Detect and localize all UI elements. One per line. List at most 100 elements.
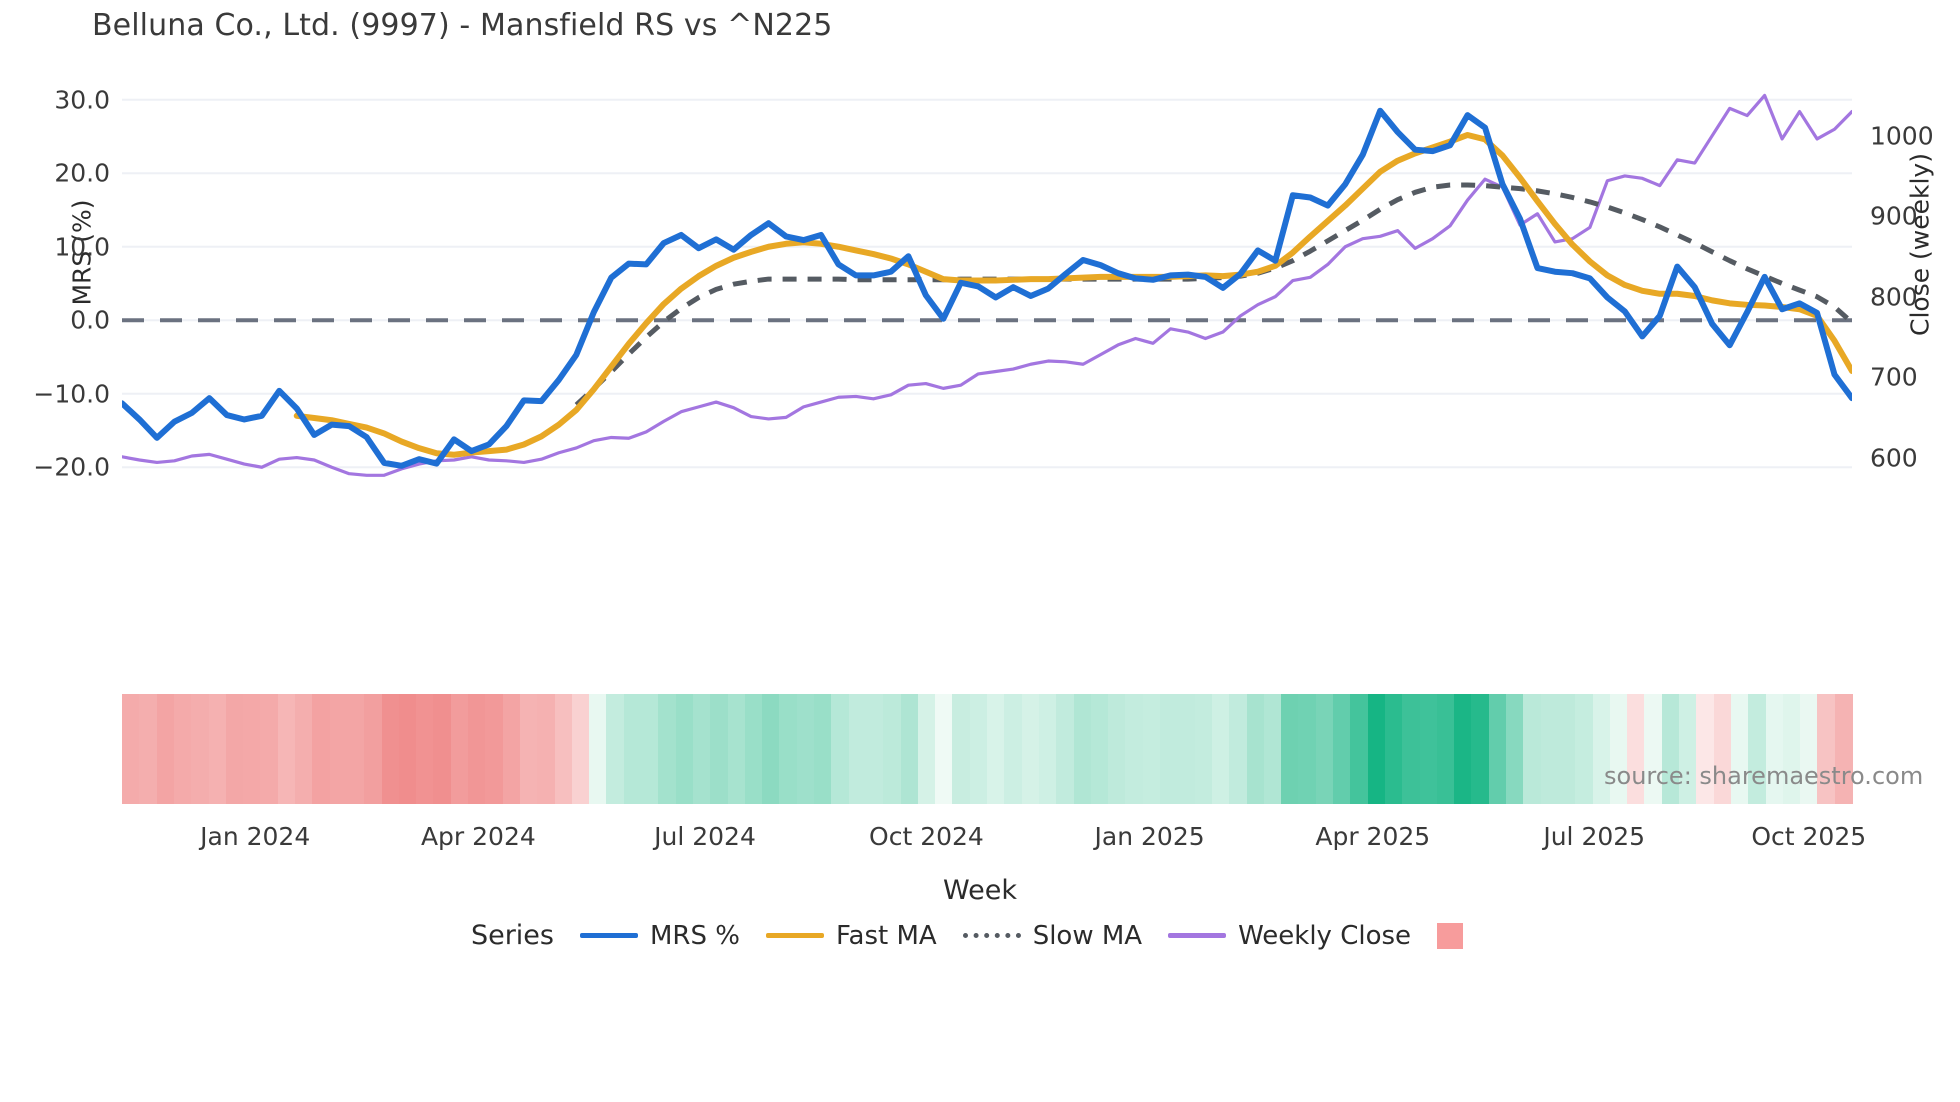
heatmap-cell [727,694,746,804]
y-tick-right: 700 [1870,362,1918,392]
legend-item[interactable]: MRS % [579,920,740,951]
heatmap-cell [1402,694,1421,804]
heatmap-cell [173,694,192,804]
series-line-weekly-close [122,93,1852,477]
heatmap-cell [329,694,348,804]
legend-item[interactable]: Slow MA [962,920,1143,951]
x-tick: Apr 2024 [420,822,536,851]
source-attribution: source: sharemaestro.com [1604,762,1924,790]
legend-color-box-icon [1437,922,1464,949]
heatmap-cell [398,694,417,804]
heatmap-cell [641,694,659,804]
heatmap-cell [1765,694,1784,804]
heatmap-cell [1696,694,1715,804]
legend-label: Weekly Close [1238,920,1412,951]
legend-line-icon [1168,933,1227,938]
y-tick-left: 20.0 [54,158,110,188]
heatmap-cell [1817,694,1836,804]
heatmap-cell [1540,694,1559,804]
heatmap-cell [744,694,763,804]
heatmap-cell [1523,694,1542,804]
heatmap-cell [1730,694,1749,804]
heatmap-cell [122,694,140,804]
heatmap-cell [450,694,469,804]
heatmap-cell [865,694,884,804]
heatmap-cell [1056,694,1075,804]
heatmap-cell [225,694,244,804]
heatmap-cell [191,694,210,804]
heatmap-cell [1488,694,1507,804]
y-tick-right: 800 [1870,282,1918,312]
x-tick: Jul 2025 [1543,822,1646,851]
heatmap-cell [277,694,296,804]
heatmap-cell [1592,694,1611,804]
heatmap-cell [1315,694,1334,804]
x-tick: Jan 2024 [200,822,311,851]
heatmap-cell [1834,694,1853,804]
y-tick-left: −10.0 [33,379,110,409]
heatmap-cell [1609,694,1628,804]
y-tick-left: −20.0 [33,452,110,482]
heatmap-cell [710,694,729,804]
heatmap-cell [969,694,988,804]
heatmap-cell [1142,694,1161,804]
legend-dashed-line-icon [962,933,1021,938]
heatmap-cell [416,694,434,804]
heatmap-cell [139,694,158,804]
series-line-mrs [122,107,1852,469]
y-tick-right: 600 [1870,443,1918,473]
heatmap-cell [623,694,642,804]
heatmap-cell [658,694,677,804]
x-tick: Apr 2025 [1315,822,1431,851]
y-tick-left: 0.0 [70,305,110,335]
legend-item[interactable]: Fast MA [765,920,937,951]
heatmap-cell [900,694,919,804]
heatmap-cell [1194,694,1213,804]
heatmap-cell [1229,694,1248,804]
heatmap-cell [1038,694,1057,804]
x-tick: Jan 2025 [1094,822,1205,851]
heatmap-cell [1333,694,1351,804]
heatmap-cell [156,694,175,804]
y-tick-right: 1000 [1870,121,1934,151]
heatmap-cell [675,694,694,804]
heatmap-cell [589,694,607,804]
heatmap-cell [1454,694,1472,804]
heatmap-cell [1246,694,1265,804]
heatmap-cell [796,694,815,804]
heatmap-cell [987,694,1005,804]
heatmap-cell [537,694,556,804]
heatmap-cell [519,694,538,804]
heatmap-cell [1281,694,1299,804]
heatmap-cell [1090,694,1109,804]
heatmap-cell [831,694,850,804]
heatmap-cell [554,694,573,804]
heatmap-cell [1350,694,1369,804]
y-tick-left: 30.0 [54,85,110,115]
legend-label: MRS % [649,920,740,951]
heatmap-cell [1748,694,1767,804]
heatmap-cell [1506,694,1524,804]
heatmap-cell [1073,694,1092,804]
heatmap-cell [1679,694,1697,804]
heatmap-cell [1800,694,1818,804]
legend-label: Fast MA [835,920,937,951]
legend-item[interactable] [1437,922,1464,949]
heatmap-cell [1108,694,1126,804]
legend-item[interactable]: Weekly Close [1168,921,1411,951]
heatmap-cell [1367,694,1386,804]
heatmap-cell [1263,694,1282,804]
heatmap-cell [433,694,452,804]
heatmap-cell [1471,694,1490,804]
chart-canvas [122,93,1852,477]
heatmap-cell [779,694,798,804]
legend-label: Slow MA [1032,920,1143,951]
heatmap-cell [606,694,625,804]
heatmap-cell [364,694,383,804]
heatmap-cell [1436,694,1455,804]
heatmap-cell [1298,694,1317,804]
plot-area [122,85,1852,493]
chart-title: Belluna Co., Ltd. (9997) - Mansfield RS … [92,8,833,43]
heatmap-cell [260,694,279,804]
heatmap-cell [381,694,400,804]
